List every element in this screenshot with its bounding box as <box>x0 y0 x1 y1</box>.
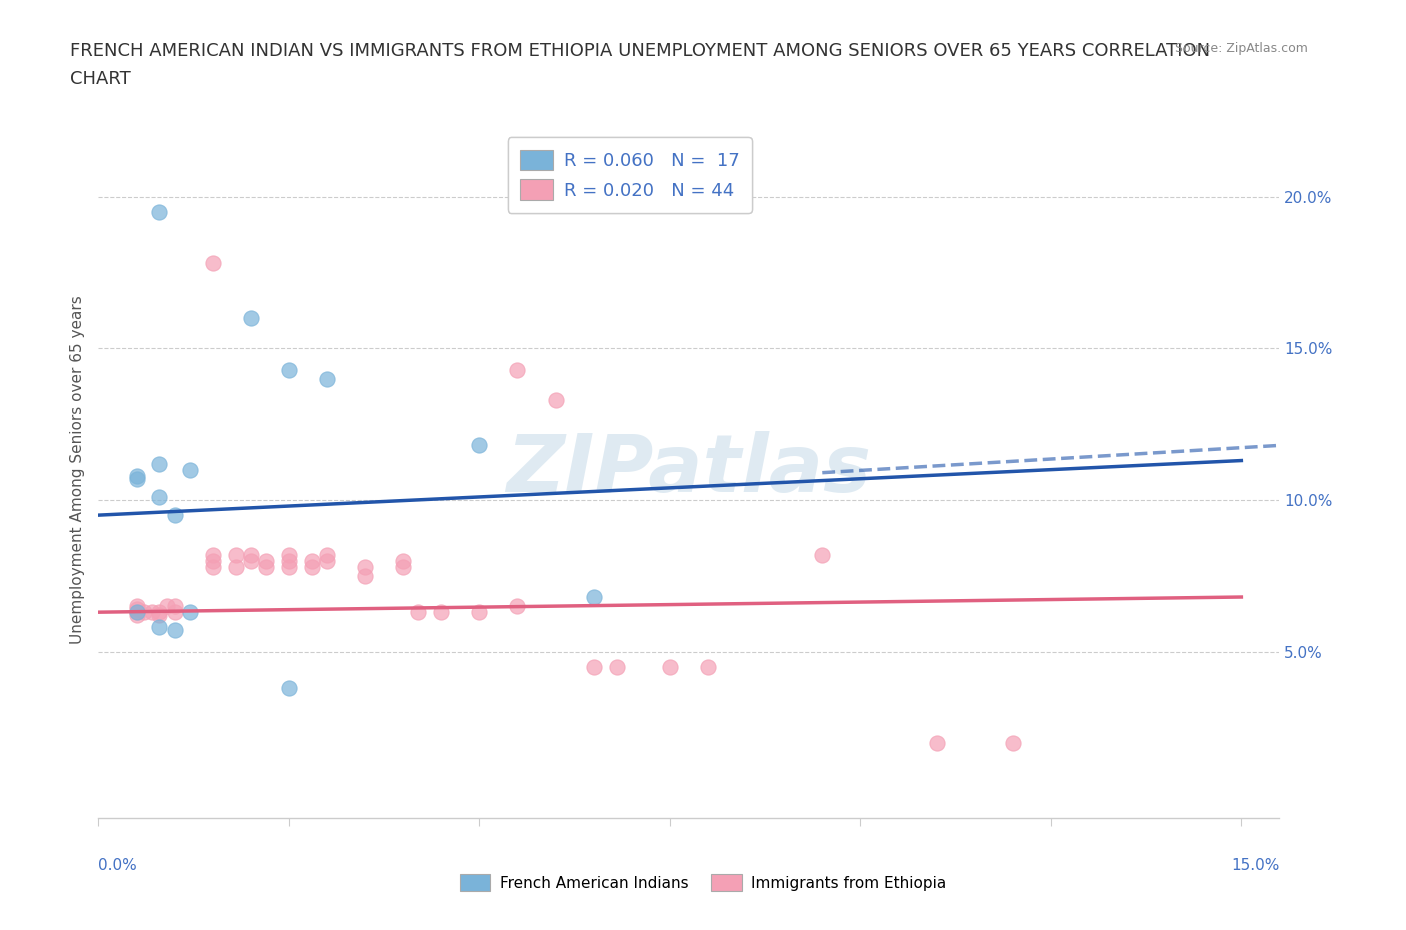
Point <box>254 559 277 574</box>
Point <box>179 604 201 619</box>
Point <box>201 553 224 568</box>
Text: 15.0%: 15.0% <box>1232 857 1279 872</box>
Point <box>506 362 529 377</box>
Text: FRENCH AMERICAN INDIAN VS IMMIGRANTS FROM ETHIOPIA UNEMPLOYMENT AMONG SENIORS OV: FRENCH AMERICAN INDIAN VS IMMIGRANTS FRO… <box>70 42 1211 60</box>
Point <box>277 362 299 377</box>
Point <box>506 599 529 614</box>
Point <box>468 604 491 619</box>
Text: 0.0%: 0.0% <box>98 857 138 872</box>
Point <box>163 623 186 638</box>
Point <box>148 205 170 219</box>
Y-axis label: Unemployment Among Seniors over 65 years: Unemployment Among Seniors over 65 years <box>69 296 84 644</box>
Point <box>125 608 148 623</box>
Text: CHART: CHART <box>70 70 131 87</box>
Legend: R = 0.060   N =  17, R = 0.020   N = 44: R = 0.060 N = 17, R = 0.020 N = 44 <box>508 137 752 213</box>
Point <box>201 256 224 271</box>
Point <box>811 547 834 562</box>
Point <box>134 604 156 619</box>
Point <box>148 608 170 623</box>
Point <box>392 559 415 574</box>
Point <box>125 469 148 484</box>
Point <box>277 553 299 568</box>
Point <box>125 472 148 486</box>
Point <box>179 462 201 477</box>
Point <box>1001 735 1024 750</box>
Text: ZIPatlas: ZIPatlas <box>506 431 872 509</box>
Point <box>277 681 299 696</box>
Point <box>658 659 681 674</box>
Point <box>316 553 339 568</box>
Point <box>301 559 323 574</box>
Point <box>201 547 224 562</box>
Point <box>239 311 262 325</box>
Point <box>163 604 186 619</box>
Point <box>125 602 148 617</box>
Point <box>125 599 148 614</box>
Point <box>148 620 170 635</box>
Point <box>163 599 186 614</box>
Point <box>430 604 453 619</box>
Point <box>148 456 170 471</box>
Point <box>468 438 491 453</box>
Point <box>201 559 224 574</box>
Point <box>925 735 948 750</box>
Point <box>316 371 339 386</box>
Text: Source: ZipAtlas.com: Source: ZipAtlas.com <box>1174 42 1308 55</box>
Legend: French American Indians, Immigrants from Ethiopia: French American Indians, Immigrants from… <box>453 866 953 899</box>
Point <box>408 604 430 619</box>
Point <box>301 553 323 568</box>
Point <box>544 392 567 407</box>
Point <box>141 604 163 619</box>
Point <box>697 659 720 674</box>
Point <box>354 559 377 574</box>
Point <box>225 547 247 562</box>
Point <box>239 547 262 562</box>
Point <box>277 559 299 574</box>
Point <box>354 568 377 583</box>
Point <box>582 590 605 604</box>
Point <box>125 604 148 619</box>
Point <box>254 553 277 568</box>
Point <box>148 489 170 504</box>
Point <box>163 508 186 523</box>
Point <box>225 559 247 574</box>
Point <box>606 659 628 674</box>
Point <box>582 659 605 674</box>
Point <box>125 604 148 619</box>
Point <box>316 547 339 562</box>
Point <box>239 553 262 568</box>
Point <box>277 547 299 562</box>
Point <box>392 553 415 568</box>
Point <box>156 599 179 614</box>
Point <box>148 604 170 619</box>
